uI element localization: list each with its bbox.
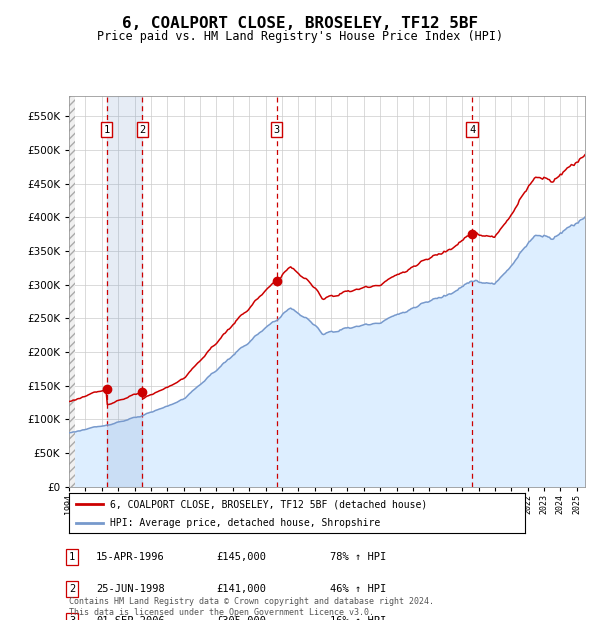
Text: Price paid vs. HM Land Registry's House Price Index (HPI): Price paid vs. HM Land Registry's House … (97, 30, 503, 43)
Text: 78% ↑ HPI: 78% ↑ HPI (330, 552, 386, 562)
Text: 15-APR-1996: 15-APR-1996 (96, 552, 165, 562)
Text: 1: 1 (103, 125, 110, 135)
Text: 6, COALPORT CLOSE, BROSELEY, TF12 5BF: 6, COALPORT CLOSE, BROSELEY, TF12 5BF (122, 16, 478, 30)
Text: £305,000: £305,000 (216, 616, 266, 620)
Text: 2: 2 (139, 125, 146, 135)
Text: £145,000: £145,000 (216, 552, 266, 562)
Text: 6, COALPORT CLOSE, BROSELEY, TF12 5BF (detached house): 6, COALPORT CLOSE, BROSELEY, TF12 5BF (d… (110, 499, 427, 509)
Text: 1: 1 (69, 552, 75, 562)
Text: 46% ↑ HPI: 46% ↑ HPI (330, 584, 386, 594)
Text: 3: 3 (274, 125, 280, 135)
Text: 4: 4 (469, 125, 475, 135)
Text: 16% ↑ HPI: 16% ↑ HPI (330, 616, 386, 620)
Text: 3: 3 (69, 616, 75, 620)
Text: Contains HM Land Registry data © Crown copyright and database right 2024.
This d: Contains HM Land Registry data © Crown c… (69, 598, 434, 617)
Bar (107, 96, 142, 487)
Text: 25-JUN-1998: 25-JUN-1998 (96, 584, 165, 594)
Text: 01-SEP-2006: 01-SEP-2006 (96, 616, 165, 620)
Text: £141,000: £141,000 (216, 584, 266, 594)
Text: 2: 2 (69, 584, 75, 594)
Text: HPI: Average price, detached house, Shropshire: HPI: Average price, detached house, Shro… (110, 518, 380, 528)
